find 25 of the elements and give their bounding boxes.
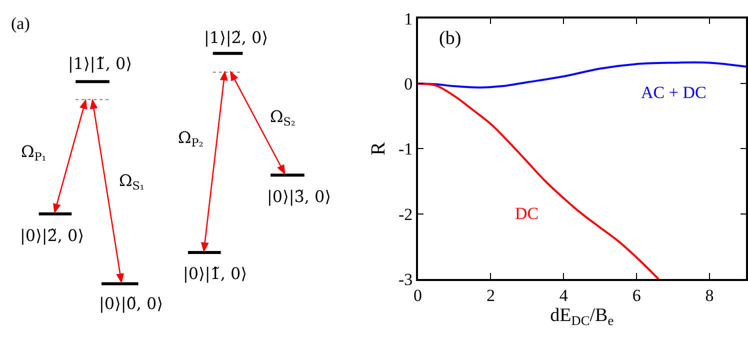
series-label: AC + DC (641, 83, 706, 102)
text: |1⟩|2̃, 0⟩ (204, 28, 268, 47)
text: Ω$_{P₂}$ (178, 128, 204, 150)
y-tick-label: 0 (404, 74, 413, 94)
x-tick-label: 8 (705, 286, 714, 306)
text: Ω$_{S₂}$ (270, 107, 296, 128)
x-axis-title: dE$_{DC}$/B$_{e}$ (550, 305, 614, 328)
text: |0⟩|3̃, 0⟩ (267, 187, 331, 206)
y-tick-label: -3 (398, 270, 413, 289)
y-tick-label: -2 (398, 204, 413, 224)
x-tick-label: 6 (632, 286, 641, 306)
x-tick-label: 4 (559, 286, 568, 306)
text: Ω$_{P₁}$ (21, 142, 46, 164)
series-label: DC (515, 204, 539, 223)
text: |1⟩|1̃, 0⟩ (68, 54, 132, 73)
y-tick-label: -1 (398, 140, 413, 159)
text: Ω$_{S₁}$ (119, 171, 144, 192)
text: (a) (11, 14, 30, 33)
x-tick-label: 2 (486, 286, 495, 306)
text: |0⟩|1̃, 0⟩ (183, 264, 247, 283)
text: (b) (439, 28, 462, 49)
text: |0⟩|2̃, 0⟩ (20, 226, 84, 245)
y-axis-title: R (367, 141, 390, 156)
text: |0⟩|0̃, 0⟩ (99, 294, 163, 313)
y-tick-label: 1 (404, 9, 413, 28)
